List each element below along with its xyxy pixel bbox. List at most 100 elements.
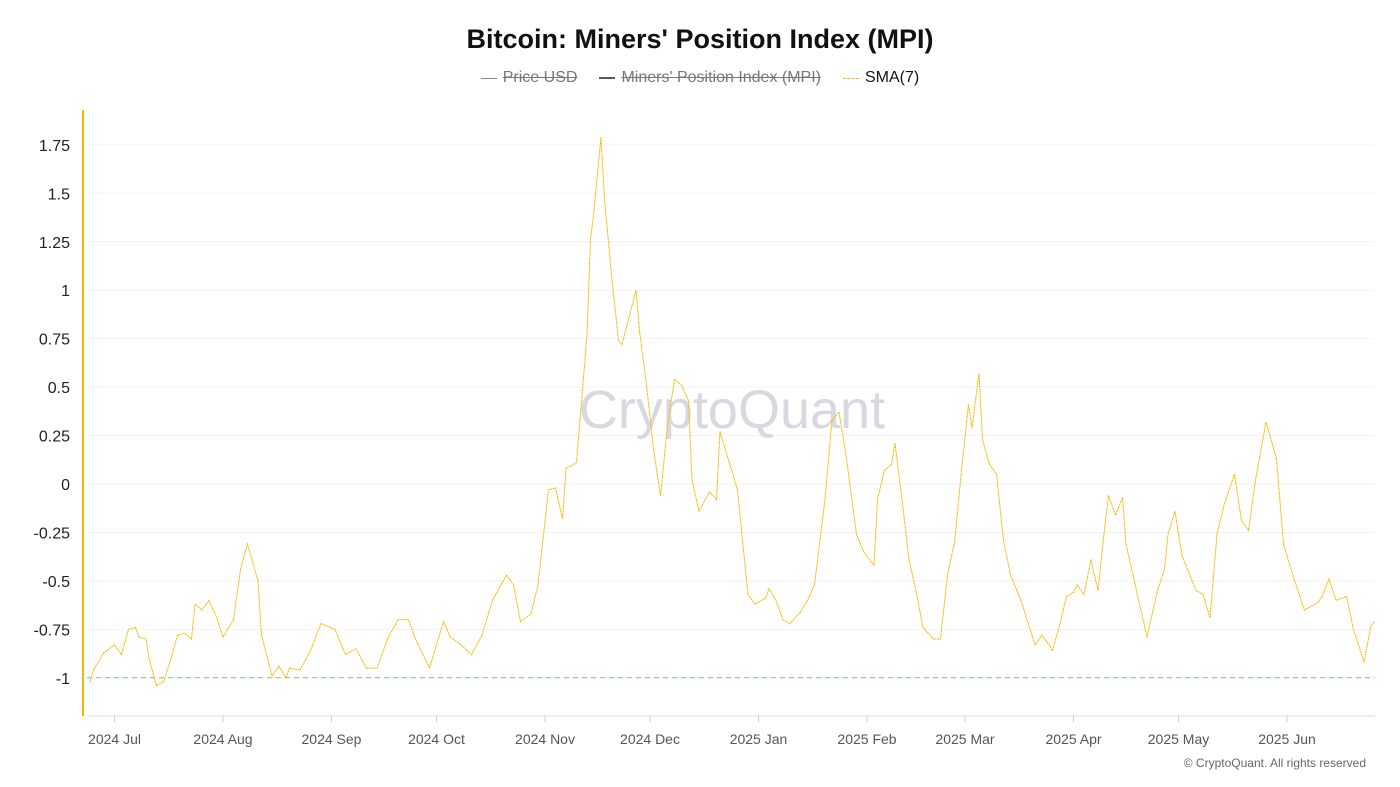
data-point	[1363, 661, 1365, 663]
data-point	[1216, 533, 1218, 535]
data-point	[208, 599, 210, 601]
x-tick-label: 2025 May	[1148, 731, 1209, 747]
data-point	[915, 590, 917, 591]
data-point	[1034, 644, 1036, 646]
data-point	[471, 654, 472, 655]
data-point	[310, 650, 311, 652]
data-point	[1304, 609, 1305, 611]
data-point	[1202, 594, 1204, 595]
data-point	[408, 619, 409, 621]
data-point	[1076, 584, 1078, 586]
legend-item-sma7[interactable]: SMA(7)	[843, 69, 919, 87]
data-point	[737, 489, 738, 491]
data-point	[89, 681, 91, 683]
data-point	[593, 210, 595, 212]
data-point	[768, 588, 770, 590]
data-point	[145, 638, 147, 640]
data-point	[1066, 596, 1067, 597]
y-tick-label: -1	[56, 671, 70, 688]
data-point	[450, 636, 451, 638]
data-point	[891, 464, 892, 466]
y-tick-label: -0.5	[42, 574, 70, 591]
data-point	[908, 559, 910, 560]
data-point	[660, 495, 661, 497]
data-point	[1115, 514, 1116, 516]
data-point	[635, 289, 637, 291]
data-point	[996, 473, 997, 475]
data-point	[128, 628, 129, 630]
data-point	[807, 599, 808, 601]
data-point	[579, 419, 581, 421]
data-point	[1090, 559, 1092, 560]
data-point	[1283, 543, 1284, 545]
data-point	[1276, 458, 1277, 460]
data-point	[877, 499, 878, 500]
data-point	[1346, 596, 1347, 597]
data-point	[600, 136, 602, 138]
data-point	[156, 685, 157, 686]
x-tick-label: 2024 Sep	[302, 731, 362, 747]
data-point	[481, 634, 483, 636]
y-tick-label: 1.5	[48, 186, 70, 203]
data-point	[257, 580, 259, 582]
data-point	[1209, 617, 1211, 619]
data-point	[562, 518, 563, 520]
data-point	[775, 599, 777, 601]
x-tick-label: 2025 Mar	[935, 731, 994, 747]
data-point	[1052, 650, 1053, 652]
data-point	[1003, 539, 1004, 541]
data-point	[103, 652, 105, 654]
legend-swatch-price-usd	[480, 77, 497, 79]
data-point	[1255, 479, 1256, 481]
data-point	[1248, 530, 1249, 531]
x-axis-ticks: 2024 Jul 2024 Aug 2024 Sep 2024 Oct 2024 Nov…	[88, 716, 1316, 747]
data-point	[366, 667, 367, 669]
data-point	[121, 654, 122, 655]
data-point	[299, 669, 301, 671]
data-point	[1125, 543, 1127, 545]
data-point	[576, 462, 577, 464]
x-tick-label: 2025 Jun	[1258, 731, 1316, 747]
data-point	[831, 419, 833, 421]
x-tick-label: 2024 Aug	[193, 731, 252, 747]
data-point	[611, 274, 612, 276]
data-point	[271, 675, 273, 677]
data-point	[278, 665, 280, 667]
data-point	[334, 628, 336, 630]
data-point	[114, 644, 115, 646]
data-point	[922, 627, 924, 628]
data-point	[754, 603, 756, 605]
data-point	[1073, 592, 1074, 593]
data-point	[1321, 596, 1323, 597]
data-point	[782, 619, 784, 621]
data-point	[460, 644, 462, 646]
data-point	[1010, 574, 1011, 576]
data-point	[415, 638, 416, 640]
data-point	[565, 468, 567, 469]
data-point	[716, 499, 717, 500]
series-sma7-line	[89, 137, 1375, 687]
legend-item-price-usd[interactable]: Price USD	[480, 69, 577, 87]
data-point	[1020, 599, 1022, 601]
x-tick-label: 2024 Jul	[88, 731, 141, 747]
data-point	[289, 667, 290, 669]
data-point	[709, 491, 710, 493]
data-point	[691, 479, 693, 481]
data-point	[149, 659, 150, 661]
data-point	[933, 638, 934, 640]
data-point	[1122, 497, 1123, 498]
data-point	[814, 584, 815, 586]
data-point	[555, 487, 556, 489]
data-point	[989, 464, 990, 466]
data-point	[590, 239, 591, 241]
data-point	[285, 677, 287, 679]
data-point	[93, 669, 94, 671]
legend-item-mpi[interactable]: Miners' Position Index (MPI)	[599, 69, 821, 87]
data-point	[789, 623, 791, 624]
data-point	[1136, 590, 1137, 591]
y-tick-label: 0.5	[48, 380, 70, 397]
data-point	[646, 384, 647, 386]
data-point	[1223, 504, 1225, 506]
data-point	[971, 427, 973, 429]
